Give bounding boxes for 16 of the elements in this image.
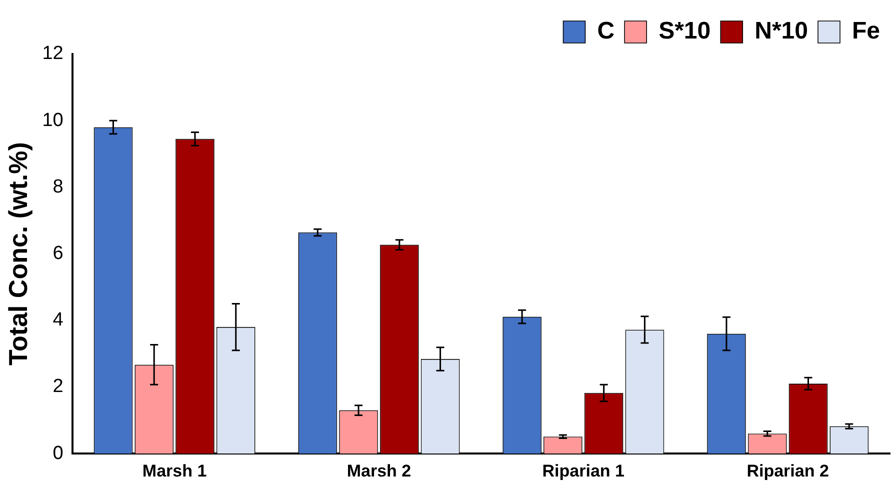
legend-label: N*10 [754, 18, 808, 45]
legend-label: C [597, 18, 615, 45]
x-tick-label: Marsh 1 [142, 461, 207, 480]
y-tick-label: 12 [42, 43, 64, 64]
y-tick-label: 4 [52, 310, 64, 331]
y-axis-title: Total Conc. (wt.%) [2, 142, 33, 366]
y-tick-label: 8 [52, 176, 64, 198]
y-tick-label: 6 [52, 243, 64, 264]
y-tick-label: 0 [52, 442, 64, 464]
x-tick-label: Riparian 1 [542, 461, 624, 480]
x-tick-label: Riparian 2 [746, 461, 829, 480]
y-tick-label: 10 [42, 110, 64, 131]
x-tick-label: Marsh 2 [346, 461, 412, 480]
y-tick-label: 2 [52, 376, 64, 398]
legend-label: S*10 [658, 18, 711, 45]
legend-label: Fe [852, 18, 880, 45]
